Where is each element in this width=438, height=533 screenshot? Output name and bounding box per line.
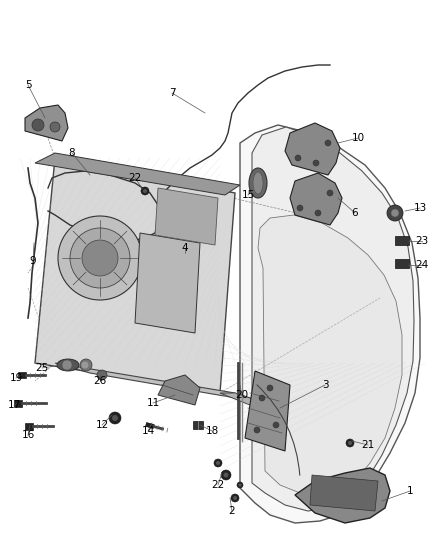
Text: 1: 1 bbox=[407, 486, 413, 496]
Circle shape bbox=[295, 155, 301, 161]
Circle shape bbox=[387, 205, 403, 221]
Polygon shape bbox=[290, 173, 342, 225]
Text: 19: 19 bbox=[9, 373, 23, 383]
Text: 24: 24 bbox=[415, 260, 429, 270]
Circle shape bbox=[82, 240, 118, 276]
Text: 4: 4 bbox=[182, 243, 188, 253]
Circle shape bbox=[81, 361, 89, 369]
Text: 14: 14 bbox=[141, 426, 155, 436]
Polygon shape bbox=[158, 375, 200, 405]
Text: 13: 13 bbox=[413, 203, 427, 213]
Circle shape bbox=[315, 210, 321, 216]
Circle shape bbox=[62, 360, 72, 370]
Text: 20: 20 bbox=[236, 390, 248, 400]
Text: 6: 6 bbox=[352, 208, 358, 218]
Text: 2: 2 bbox=[229, 506, 235, 516]
Text: 7: 7 bbox=[169, 88, 175, 98]
Circle shape bbox=[58, 216, 142, 300]
Circle shape bbox=[32, 119, 44, 131]
Circle shape bbox=[391, 209, 399, 217]
Text: 15: 15 bbox=[241, 190, 254, 200]
Ellipse shape bbox=[57, 359, 79, 371]
Polygon shape bbox=[220, 393, 265, 405]
Circle shape bbox=[221, 470, 231, 480]
Text: 18: 18 bbox=[205, 426, 219, 436]
Circle shape bbox=[297, 205, 303, 211]
Polygon shape bbox=[35, 153, 240, 195]
Polygon shape bbox=[252, 127, 414, 511]
Polygon shape bbox=[258, 215, 402, 495]
Polygon shape bbox=[25, 105, 68, 141]
Polygon shape bbox=[145, 423, 154, 429]
Polygon shape bbox=[135, 233, 200, 333]
Bar bbox=[193, 421, 203, 429]
Polygon shape bbox=[245, 371, 290, 451]
Polygon shape bbox=[310, 475, 378, 511]
Circle shape bbox=[231, 494, 239, 502]
Polygon shape bbox=[155, 188, 218, 245]
Text: 5: 5 bbox=[25, 80, 31, 90]
Text: 12: 12 bbox=[95, 420, 109, 430]
Text: 8: 8 bbox=[69, 148, 75, 158]
Circle shape bbox=[348, 441, 352, 445]
Circle shape bbox=[216, 461, 220, 465]
Polygon shape bbox=[25, 423, 33, 430]
Ellipse shape bbox=[249, 168, 267, 198]
Polygon shape bbox=[240, 125, 420, 523]
Circle shape bbox=[143, 189, 147, 193]
Circle shape bbox=[325, 140, 331, 146]
Text: 17: 17 bbox=[7, 400, 21, 410]
Text: 16: 16 bbox=[21, 430, 35, 440]
Text: 10: 10 bbox=[351, 133, 364, 143]
Circle shape bbox=[327, 190, 333, 196]
Circle shape bbox=[223, 472, 229, 478]
Circle shape bbox=[313, 160, 319, 166]
Ellipse shape bbox=[80, 359, 92, 371]
Polygon shape bbox=[18, 372, 26, 378]
Circle shape bbox=[50, 122, 60, 132]
Text: 11: 11 bbox=[146, 398, 159, 408]
Polygon shape bbox=[285, 123, 340, 175]
Bar bbox=[395, 259, 409, 268]
Bar bbox=[395, 236, 409, 245]
Circle shape bbox=[267, 385, 273, 391]
Circle shape bbox=[259, 395, 265, 401]
Circle shape bbox=[237, 482, 243, 488]
Polygon shape bbox=[295, 468, 390, 523]
Circle shape bbox=[214, 459, 222, 467]
Ellipse shape bbox=[253, 172, 263, 194]
Circle shape bbox=[346, 439, 354, 447]
Polygon shape bbox=[14, 400, 22, 407]
Circle shape bbox=[109, 412, 121, 424]
Polygon shape bbox=[35, 158, 235, 393]
Text: 23: 23 bbox=[415, 236, 429, 246]
Text: 26: 26 bbox=[93, 376, 106, 386]
Text: 25: 25 bbox=[35, 363, 49, 373]
Circle shape bbox=[239, 483, 241, 487]
Circle shape bbox=[141, 187, 149, 195]
Circle shape bbox=[112, 415, 118, 421]
Polygon shape bbox=[55, 363, 265, 403]
Circle shape bbox=[254, 427, 260, 433]
Text: 9: 9 bbox=[30, 256, 36, 266]
Text: 22: 22 bbox=[128, 173, 141, 183]
Circle shape bbox=[233, 496, 237, 500]
Text: 3: 3 bbox=[321, 380, 328, 390]
Circle shape bbox=[273, 422, 279, 428]
Circle shape bbox=[70, 228, 130, 288]
Text: 21: 21 bbox=[361, 440, 374, 450]
Text: 22: 22 bbox=[212, 480, 225, 490]
Circle shape bbox=[97, 370, 107, 380]
